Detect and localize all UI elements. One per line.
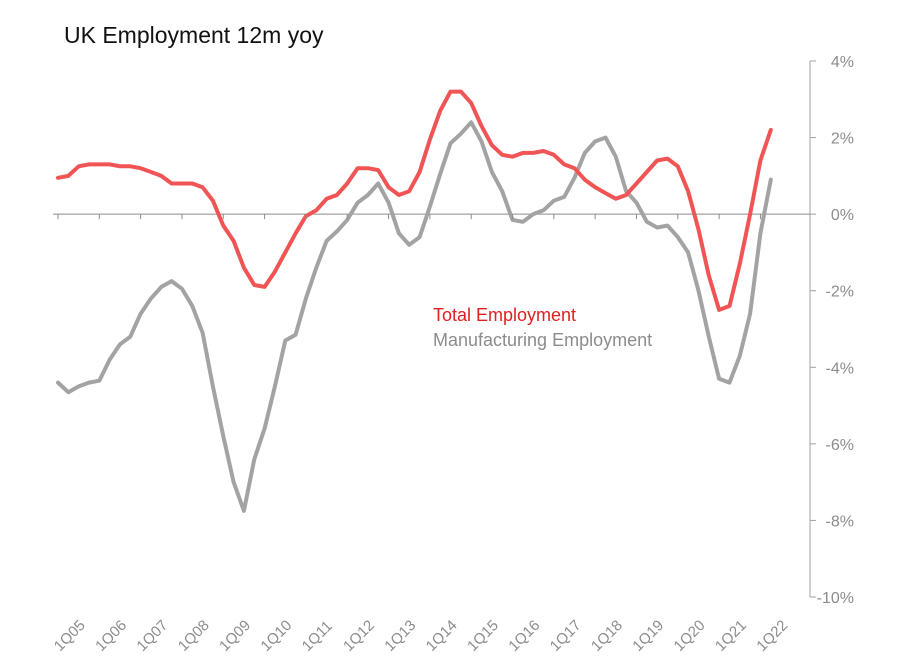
legend-total-employment: Total Employment: [433, 305, 576, 325]
x-tick-label: 1Q07: [133, 617, 171, 655]
x-axis-ticks: 1Q05 1Q06 1Q07 1Q08 1Q09 1Q10 1Q11 1Q12 1Q13 1Q14…: [51, 214, 791, 655]
x-tick-label: 1Q12: [340, 617, 378, 655]
series-layer: [56, 89, 773, 513]
x-tick-label: 1Q08: [175, 617, 213, 655]
y-tick-label: 2%: [831, 131, 854, 148]
x-tick-label: 1Q05: [51, 617, 89, 655]
x-tick-label: 1Q11: [299, 618, 336, 655]
legend-manufacturing-employment: Manufacturing Employment: [433, 330, 652, 350]
x-tick-label: 1Q13: [381, 617, 419, 655]
y-tick-label: -2%: [826, 284, 854, 301]
y-tick-label: 4%: [831, 54, 854, 71]
x-tick-label: 1Q20: [671, 617, 709, 655]
chart-title: UK Employment 12m yoy: [64, 22, 324, 48]
x-tick-label: 1Q18: [588, 617, 626, 655]
x-tick-label: 1Q17: [547, 617, 585, 655]
y-tick-label: -10%: [817, 590, 854, 607]
x-tick-label: 1Q19: [629, 617, 667, 655]
y-tick-label: -6%: [826, 437, 854, 454]
y-tick-label: -8%: [826, 513, 854, 530]
x-tick-label: 1Q22: [753, 617, 791, 655]
chart-axes: [53, 61, 811, 597]
y-tick-label: -4%: [826, 360, 854, 377]
x-tick-label: 1Q10: [257, 617, 295, 655]
y-tick-label: 0%: [831, 207, 854, 224]
y-axis-ticks: 4% 2% 0% -2% -4% -6% -8% -10%: [810, 54, 854, 607]
x-tick-label: 1Q16: [505, 617, 543, 655]
x-tick-label: 1Q14: [423, 617, 461, 655]
x-tick-label: 1Q15: [464, 617, 502, 655]
x-tick-label: 1Q09: [216, 617, 254, 655]
x-tick-label: 1Q06: [92, 617, 130, 655]
series-line-manufacturing-employment: [56, 120, 773, 513]
series-line-total-employment: [56, 89, 773, 312]
x-tick-label: 1Q21: [712, 617, 750, 655]
